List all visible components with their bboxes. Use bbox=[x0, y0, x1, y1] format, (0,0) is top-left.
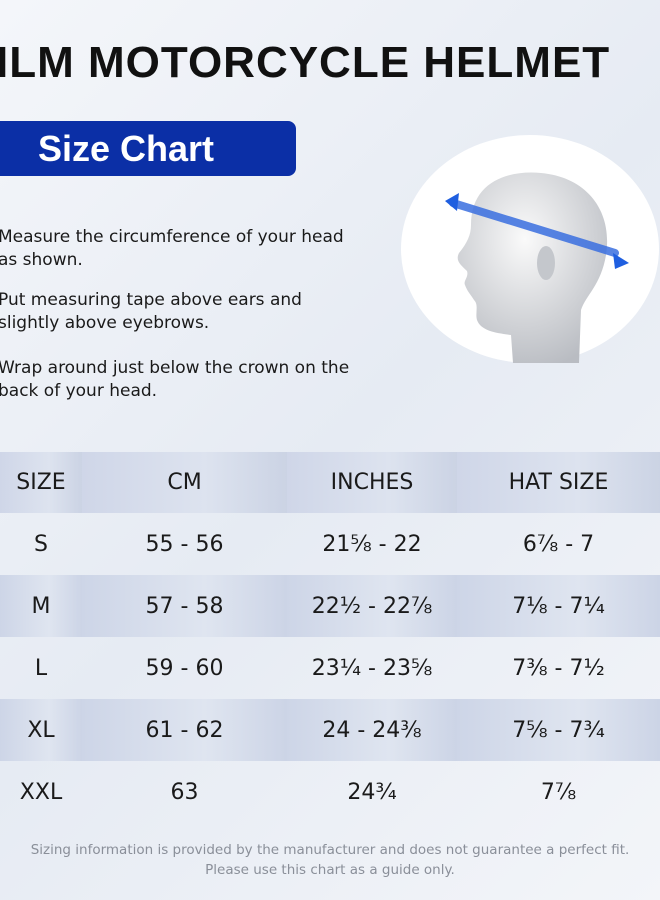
cell-hat-size: 7⅛ - 7¼ bbox=[457, 575, 660, 637]
table-row: S 55 - 56 21⅝ - 22 6⅞ - 7 bbox=[0, 513, 660, 575]
header-cm: CM bbox=[82, 452, 287, 513]
cell-hat-size: 7⅝ - 7¾ bbox=[457, 699, 660, 761]
instruction-1: Measure the circumference of your head a… bbox=[0, 227, 344, 270]
cell-inches: 24 - 24⅜ bbox=[287, 699, 457, 761]
header-size: SIZE bbox=[0, 452, 82, 513]
cell-size: XL bbox=[0, 699, 82, 761]
page-title: ILM MOTORCYCLE HELMET bbox=[0, 38, 611, 87]
disclaimer-line-2: Please use this chart as a guide only. bbox=[205, 862, 455, 878]
cell-inches: 22½ - 22⅞ bbox=[287, 575, 457, 637]
table-header: SIZE CM INCHES HAT SIZE bbox=[0, 452, 660, 513]
cell-hat-size: 7⅜ - 7½ bbox=[512, 655, 605, 681]
table-row: XL 61 - 62 24 - 24⅜ 7⅝ - 7¾ bbox=[0, 699, 660, 761]
cell-size: S bbox=[34, 531, 48, 557]
cell-hat-size: 7⅞ bbox=[540, 779, 577, 805]
cell-hat-size: 6⅞ - 7 bbox=[522, 531, 595, 557]
cell-size: M bbox=[0, 575, 82, 637]
cell-cm: 63 bbox=[170, 779, 199, 805]
table-row: L 59 - 60 23¼ - 23⅝ 7⅜ - 7½ bbox=[0, 637, 660, 699]
measuring-tape-icon bbox=[449, 199, 619, 257]
size-chart-badge: Size Chart bbox=[0, 121, 296, 176]
cell-cm: 61 - 62 bbox=[82, 699, 287, 761]
size-table: SIZE CM INCHES HAT SIZE S 55 - 56 21⅝ - … bbox=[0, 452, 660, 823]
cell-cm: 55 - 56 bbox=[145, 531, 224, 557]
table-row: XXL 63 24¾ 7⅞ bbox=[0, 761, 660, 823]
disclaimer: Sizing information is provided by the ma… bbox=[0, 840, 660, 880]
disclaimer-line-1: Sizing information is provided by the ma… bbox=[30, 842, 630, 858]
head-measurement-illustration bbox=[401, 135, 659, 363]
table-row: M 57 - 58 22½ - 22⅞ 7⅛ - 7¼ bbox=[0, 575, 660, 637]
arrow-right-icon bbox=[613, 253, 629, 269]
instruction-2: Put measuring tape above ears and slight… bbox=[0, 290, 302, 333]
instruction-3: Wrap around just below the crown on the … bbox=[0, 358, 350, 401]
cell-inches: 23¼ - 23⅝ bbox=[311, 655, 433, 681]
header-inches: INCHES bbox=[287, 452, 457, 513]
cell-inches: 21⅝ - 22 bbox=[322, 531, 422, 557]
cell-size: L bbox=[34, 655, 48, 681]
arrow-left-icon bbox=[445, 193, 459, 211]
cell-inches: 24¾ bbox=[347, 779, 397, 805]
header-hat-size: HAT SIZE bbox=[457, 452, 660, 513]
cell-size: XXL bbox=[19, 779, 63, 805]
cell-cm: 59 - 60 bbox=[145, 655, 224, 681]
head-icon bbox=[457, 172, 608, 363]
cell-cm: 57 - 58 bbox=[82, 575, 287, 637]
